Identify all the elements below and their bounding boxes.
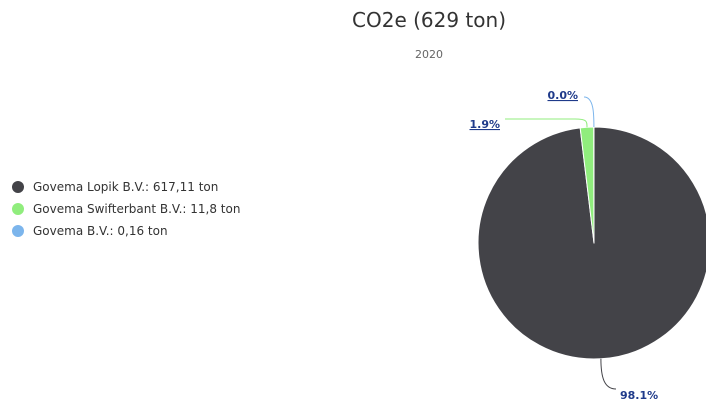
- chart-subtitle: 2020: [415, 48, 443, 61]
- legend-label-govema-lopik: Govema Lopik B.V.: 617,11 ton: [33, 180, 219, 194]
- legend-item-govema-swifterbant[interactable]: Govema Swifterbant B.V.: 11,8 ton: [12, 198, 240, 220]
- chart-title: CO2e (629 ton): [352, 8, 506, 32]
- data-label-govema-lopik: 98.1%: [620, 389, 658, 400]
- legend-symbol-govema-swifterbant: [12, 203, 24, 215]
- legend-symbol-govema-bv: [12, 225, 24, 237]
- data-label-govema-swifterbant: 1.9%: [469, 118, 500, 131]
- legend-symbol-govema-lopik: [12, 181, 24, 193]
- legend-item-govema-bv[interactable]: Govema B.V.: 0,16 ton: [12, 220, 240, 242]
- legend-item-govema-lopik[interactable]: Govema Lopik B.V.: 617,11 ton: [12, 176, 240, 198]
- legend-label-govema-swifterbant: Govema Swifterbant B.V.: 11,8 ton: [33, 202, 241, 216]
- chart-legend: Govema Lopik B.V.: 617,11 ton Govema Swi…: [12, 176, 240, 242]
- data-label-govema-bv: 0.0%: [547, 89, 578, 102]
- connector-govema-lopik: [600, 358, 617, 390]
- connector-govema-swifterbant: [505, 118, 588, 128]
- connector-govema-bv: [583, 96, 595, 128]
- legend-label-govema-bv: Govema B.V.: 0,16 ton: [33, 224, 168, 238]
- pie-slice-govema-lopik[interactable]: [477, 126, 706, 360]
